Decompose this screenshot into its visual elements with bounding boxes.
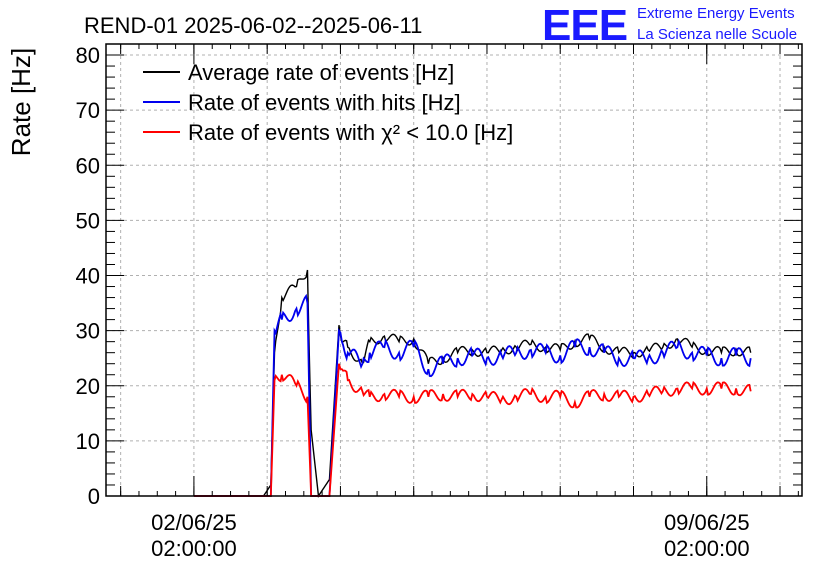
legend-label: Average rate of events [Hz] (188, 60, 454, 85)
series-line-1 (193, 269, 752, 498)
y-tick-label: 70 (76, 98, 100, 123)
logo-line-1: Extreme Energy Events (637, 5, 795, 22)
legend-label: Rate of events with hits [Hz] (188, 90, 461, 115)
series-layer (193, 269, 752, 498)
series-line-2 (193, 293, 752, 497)
x-tick-date: 02/06/25 (151, 510, 237, 535)
y-axis-label: Rate [Hz] (6, 48, 36, 156)
y-tick-label: 0 (88, 484, 100, 509)
legend: Average rate of events [Hz] Rate of event… (143, 60, 513, 145)
y-tick-label: 40 (76, 264, 100, 289)
logo-mark: EEE (542, 1, 627, 50)
series-line-3 (193, 363, 752, 497)
y-tick-label: 60 (76, 153, 100, 178)
y-tick-label: 50 (76, 208, 100, 233)
chart-title: REND-01 2025-06-02--2025-06-11 (84, 13, 422, 38)
y-tick-label: 30 (76, 319, 100, 344)
grid (106, 44, 802, 496)
x-tick-date: 09/06/25 (664, 510, 750, 535)
y-tick-label: 10 (76, 429, 100, 454)
legend-label: Rate of events with χ² < 10.0 [Hz] (188, 120, 513, 145)
plot-frame (105, 43, 803, 497)
y-tick-label: 80 (76, 43, 100, 68)
x-tick-time: 02:00:00 (151, 536, 237, 561)
eee-logo: EEE Extreme Energy Events La Scienza nel… (542, 1, 797, 50)
x-tick-time: 02:00:00 (664, 536, 750, 561)
y-tick-label: 20 (76, 374, 100, 399)
axis-ticks: 0102030405060708002/06/2502:00:0009/06/2… (76, 43, 802, 561)
logo-line-2: La Scienza nelle Scuole (637, 26, 797, 43)
